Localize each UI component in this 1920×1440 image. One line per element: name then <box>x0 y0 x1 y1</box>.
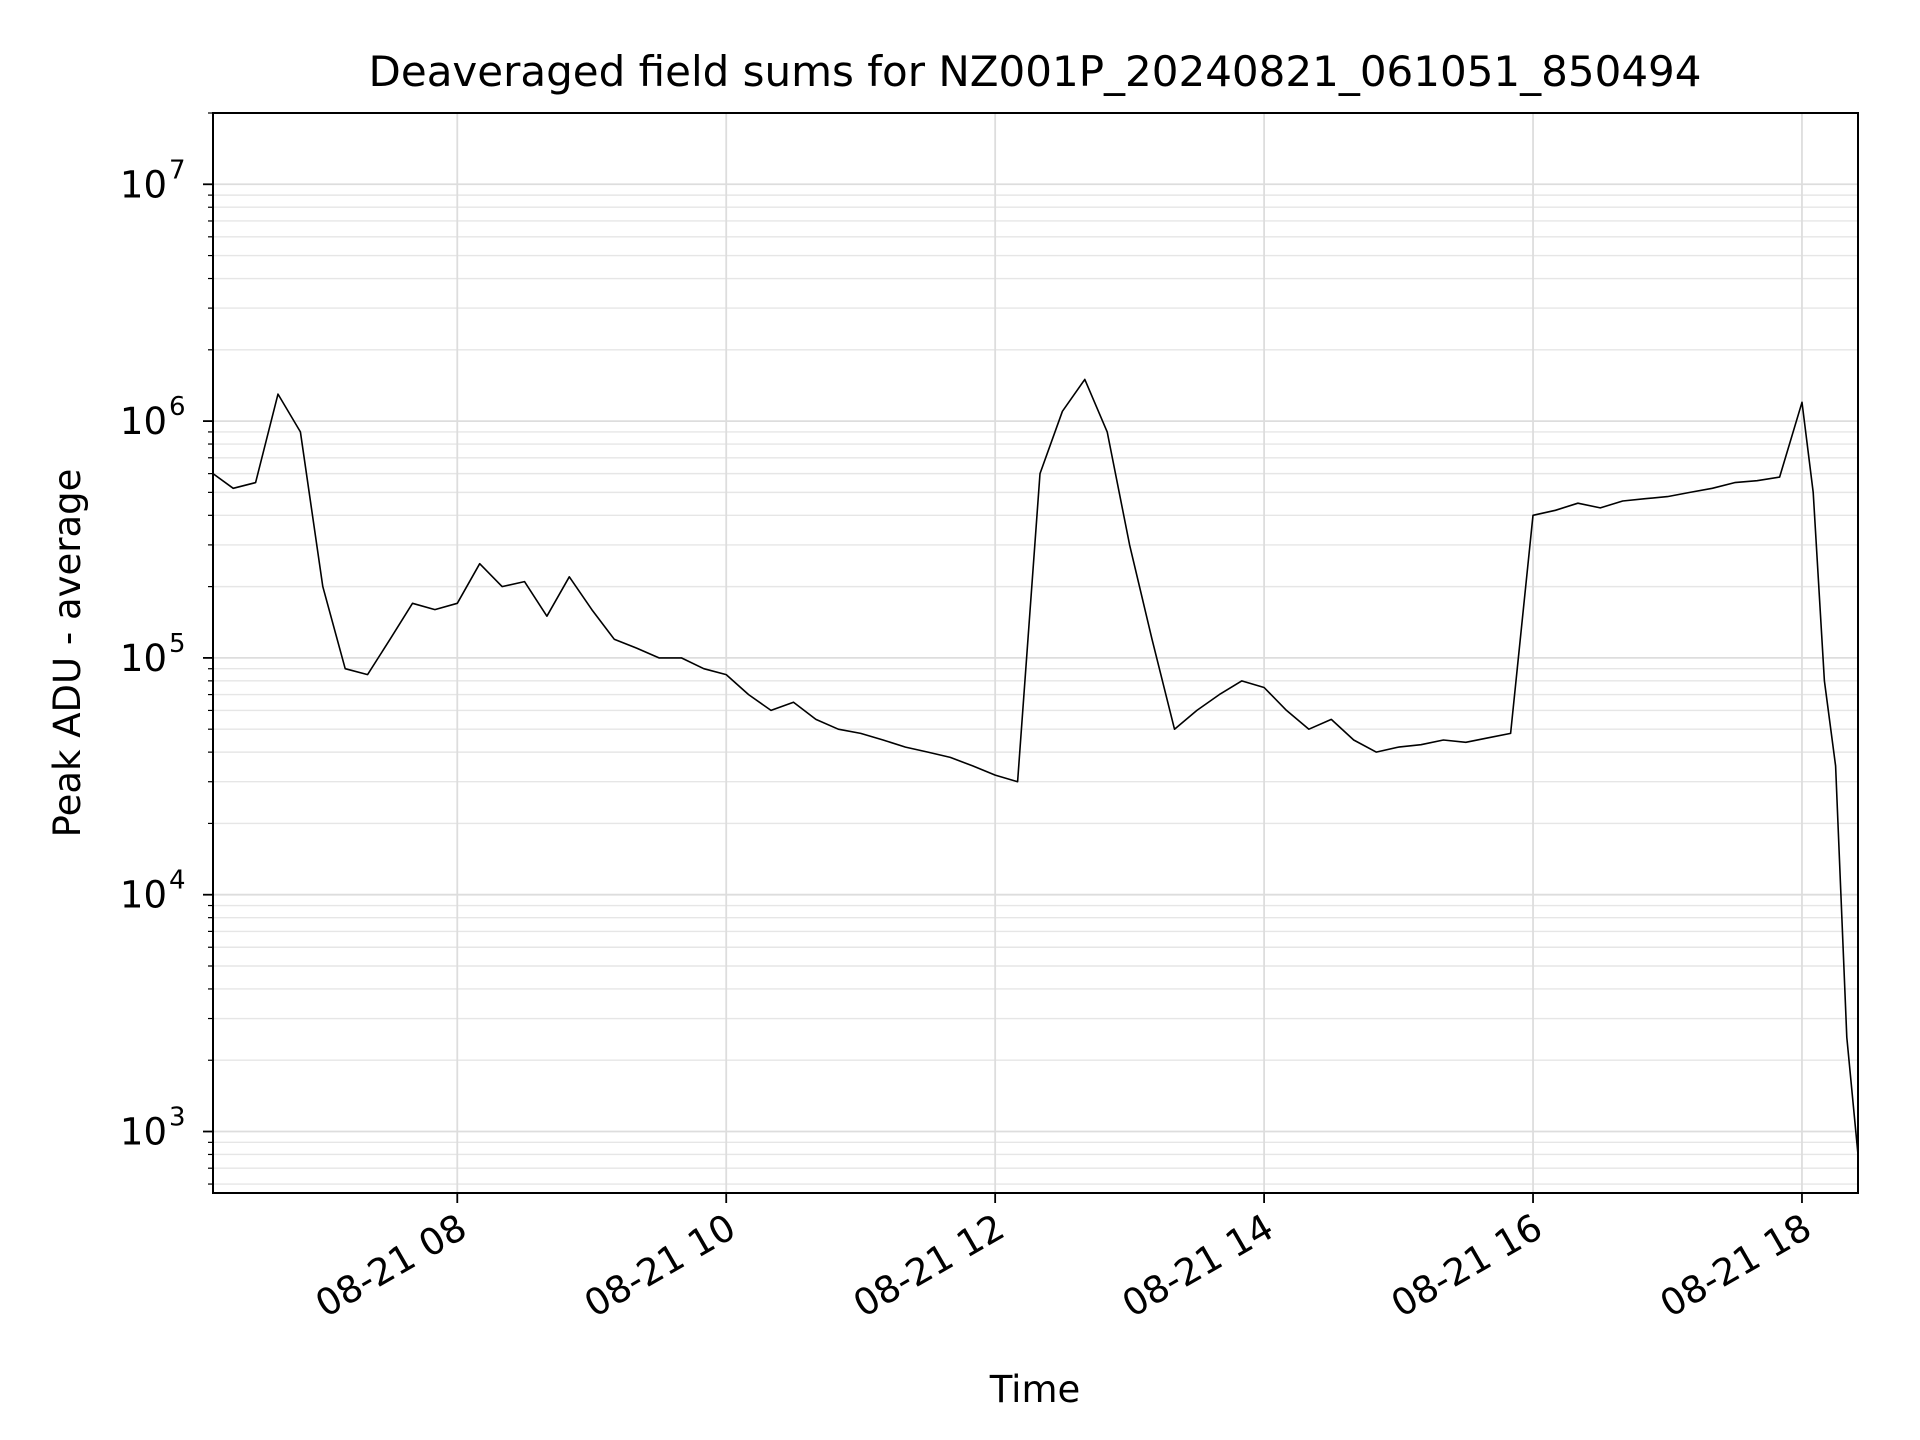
y-tick-exponent: 6 <box>169 392 186 422</box>
y-tick-exponent: 5 <box>169 629 186 659</box>
y-axis-label: Peak ADU - average <box>46 469 89 838</box>
chart-title: Deaveraged field sums for NZ001P_2024082… <box>369 47 1702 96</box>
y-tick-label: 10 <box>120 637 167 680</box>
y-tick-exponent: 7 <box>169 155 186 185</box>
y-tick-exponent: 4 <box>169 866 186 896</box>
major-grid <box>213 113 1858 1193</box>
y-tick-label: 10 <box>120 874 167 917</box>
series-layer <box>212 378 1859 1155</box>
plot-frame <box>212 112 1859 1194</box>
x-axis-label: Time <box>989 1368 1081 1411</box>
series-line <box>212 378 1859 1155</box>
y-tick-label: 10 <box>120 1111 167 1154</box>
y-tick-exponent: 3 <box>169 1103 186 1133</box>
y-tick-label: 10 <box>120 400 167 443</box>
y-tick-label: 10 <box>120 163 167 206</box>
